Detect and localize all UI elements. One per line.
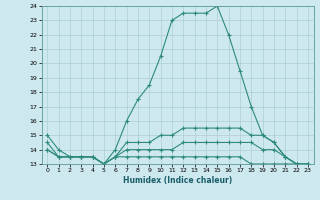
X-axis label: Humidex (Indice chaleur): Humidex (Indice chaleur) [123, 176, 232, 185]
